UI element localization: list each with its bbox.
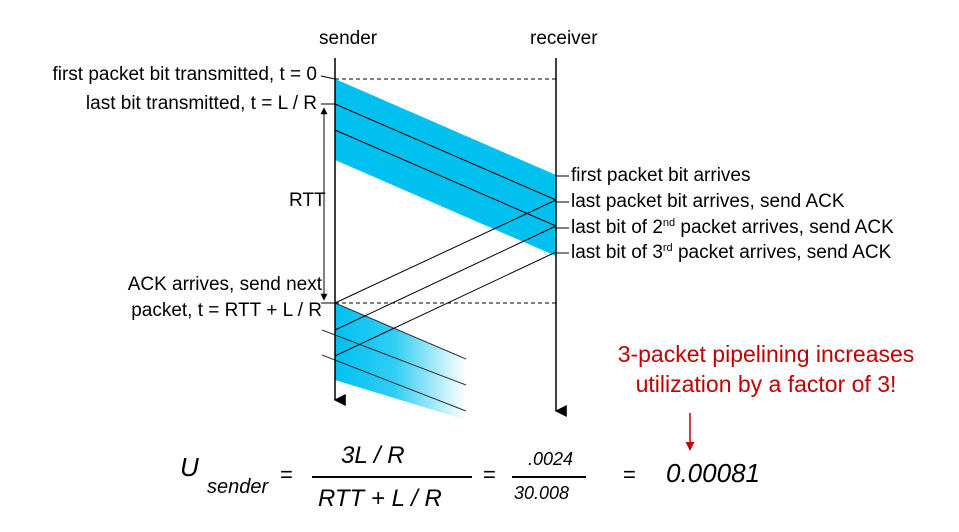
equals-sign-3: = [623, 462, 636, 487]
fraction-numerator-1: 3L / R [341, 442, 405, 469]
packet-band [335, 79, 556, 256]
first-bit-arrives-label: first packet bit arrives [571, 165, 751, 186]
pipelining-note-line1: 3-packet pipelining increases [617, 341, 915, 367]
utilization-symbol: U [180, 452, 199, 482]
ack-lines [334, 199, 557, 357]
second-packet-text-post: packet arrives, send ACK [675, 217, 894, 238]
ack-arrives-label-line2: packet, t = RTT + L / R [131, 300, 322, 321]
third-packet-arrives-label: last bit of 3rd packet arrives, send ACK [571, 242, 891, 264]
pipelining-note: 3-packet pipelining increases utilizatio… [585, 339, 947, 399]
sender-header: sender [319, 28, 378, 49]
equals-sign-2: = [483, 462, 496, 487]
next-packets-band [335, 303, 466, 420]
dashed-guides [335, 78, 556, 304]
utilization-subscript: sender [207, 476, 269, 498]
fraction-numerator-2: .0024 [528, 449, 574, 469]
third-packet-ordinal: rd [662, 242, 673, 254]
last-bit-arrives-label: last packet bit arrives, send ACK [571, 191, 845, 212]
fraction-denominator-1: RTT + L / R [318, 485, 442, 512]
equals-sign-1: = [280, 462, 293, 487]
first-bit-transmitted-label: first packet bit transmitted, t = 0 [52, 64, 317, 85]
receiver-header: receiver [530, 28, 598, 49]
rtt-label: RTT [289, 190, 326, 211]
second-packet-ordinal: nd [662, 217, 676, 229]
utilization-result: 0.00081 [666, 458, 760, 488]
second-packet-text-pre: last bit of 2 [571, 217, 663, 238]
third-packet-text-pre: last bit of 3 [571, 242, 663, 263]
fraction-denominator-2: 30.008 [514, 483, 570, 503]
ack-arrives-label-line1: ACK arrives, send next [127, 274, 322, 295]
label-ticks [320, 75, 569, 304]
third-packet-text-post: packet arrives, send ACK [672, 242, 892, 263]
packet-boundaries [321, 103, 557, 412]
second-packet-arrives-label: last bit of 2nd packet arrives, send ACK [571, 217, 894, 239]
last-bit-transmitted-label: last bit transmitted, t = L / R [85, 93, 317, 114]
pipelining-note-line2: utilization by a factor of 3! [635, 371, 897, 397]
